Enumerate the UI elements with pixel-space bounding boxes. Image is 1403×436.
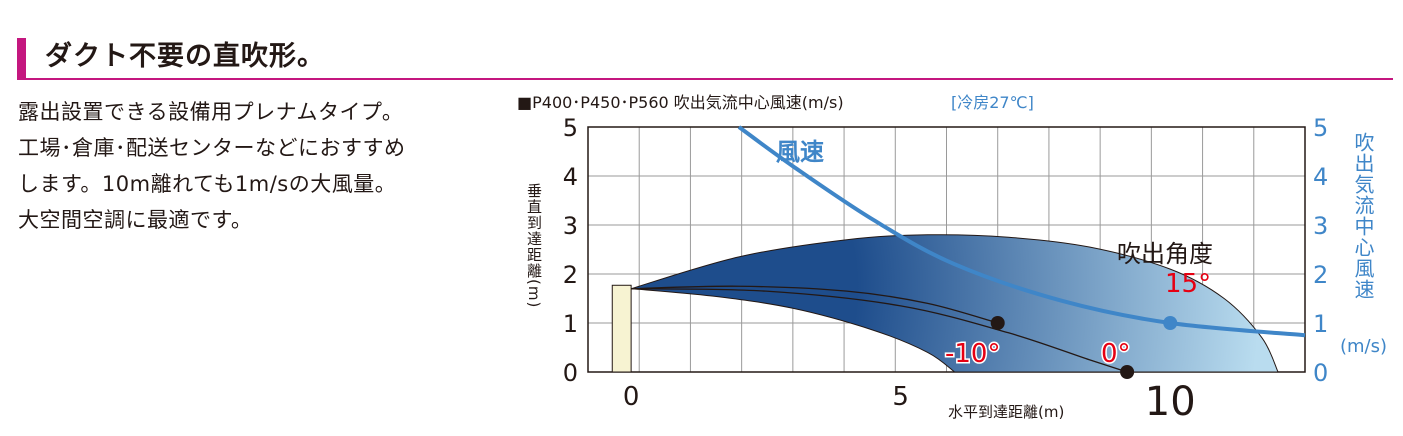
x-tick-label: 5 (892, 382, 909, 412)
heading-accent-bar (17, 38, 26, 78)
y-tick-label: 4 (563, 163, 578, 191)
y2-tick-label: 0 (1313, 359, 1328, 387)
description-line: します。10m離れても1m/sの大風量。 (18, 172, 397, 196)
description-line: 大空間空調に最適です。 (18, 208, 253, 232)
series-markers (990, 316, 1178, 379)
y-tick-label: 1 (563, 310, 578, 338)
description: 露出設置できる設備用プレナムタイプ。 工場･倉庫･配送センターなどにおすすめ し… (18, 94, 488, 238)
chart-title-note: [冷房27℃] (951, 93, 1034, 112)
y2-tick-label: 3 (1313, 212, 1328, 240)
plot-frame (587, 126, 1306, 373)
angle-title: 吹出角度 (1117, 240, 1213, 268)
speed-label: 風速 (776, 138, 824, 166)
y-tick-label: 3 (563, 212, 578, 240)
chart-annotations: 風速 吹出角度 15° -10° 0° (776, 138, 1213, 371)
data-point (1120, 365, 1135, 379)
heading-underline (17, 78, 1393, 80)
angle-0-label: 0° (1101, 339, 1131, 369)
x-tick-label: 0 (623, 382, 640, 412)
angle-15-label: 15° (1165, 269, 1211, 299)
y2-tick-label: 4 (1313, 163, 1328, 191)
x-tick-label: 10 (1145, 379, 1196, 425)
y2-axis-unit: (m/s) (1340, 336, 1387, 357)
y-axis-title: 垂直到達距離(m) (525, 183, 543, 308)
description-line: 工場･倉庫･配送センターなどにおすすめ (18, 136, 406, 160)
data-point (990, 316, 1005, 330)
axis-titles: 水平到達距離(m) 垂直到達距離(m) 吹出気流中心風速 (m/s) (525, 132, 1387, 421)
y2-tick-label: 1 (1313, 310, 1328, 338)
indoor-unit (611, 284, 632, 373)
plume-area (611, 234, 1279, 373)
axis-labels: 0 5 10 0 1 2 3 4 5 0 1 2 3 4 5 (563, 114, 1329, 425)
x-axis-title: 水平到達距離(m) (948, 403, 1064, 421)
plume-shape (630, 234, 1279, 373)
chart-title: ■P400･P450･P560 吹出気流中心風速(m/s) (517, 93, 844, 112)
y2-tick-label: 2 (1313, 261, 1328, 289)
angle-curve (631, 285, 998, 324)
angle-minus10-label: -10° (945, 339, 1000, 369)
data-point (1163, 316, 1178, 330)
section-title: ダクト不要の直吹形。 (45, 41, 325, 72)
y-tick-label: 2 (563, 261, 578, 289)
y2-axis-title: 吹出気流中心風速 (1351, 132, 1375, 300)
y2-tick-label: 5 (1313, 114, 1328, 142)
y-tick-label: 0 (563, 359, 578, 387)
description-line: 露出設置できる設備用プレナムタイプ。 (18, 100, 404, 124)
section-heading: ダクト不要の直吹形。 (17, 38, 1393, 82)
y-tick-label: 5 (563, 114, 578, 142)
angle-curve (631, 288, 1128, 373)
